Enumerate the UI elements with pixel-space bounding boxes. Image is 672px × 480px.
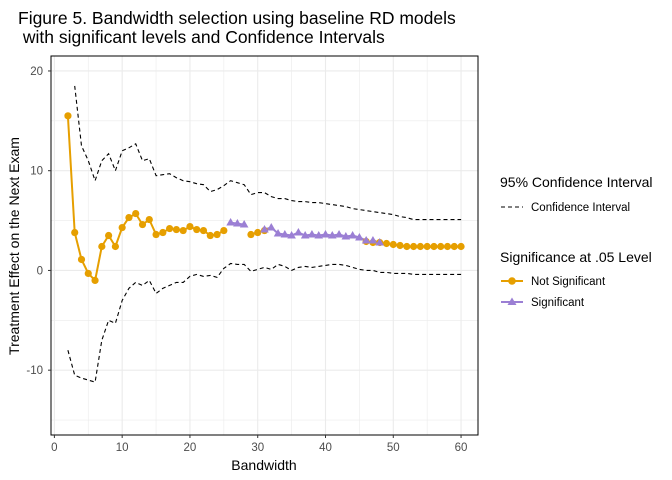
- significant-point: [314, 231, 324, 239]
- not-significant-point: [77, 255, 86, 264]
- not-significant-point: [125, 213, 133, 222]
- not-significant-point: [206, 231, 214, 240]
- significant-point: [341, 232, 351, 240]
- not-significant-point: [423, 242, 431, 251]
- not-significant-point: [213, 230, 221, 239]
- y-tick-label: -10: [26, 365, 43, 377]
- x-tick-label: 30: [251, 442, 264, 454]
- significant-point: [334, 230, 344, 238]
- y-tick-label: 0: [37, 265, 43, 277]
- not-significant-point: [247, 230, 255, 239]
- not-significant-point: [84, 269, 92, 278]
- legend-sig-label: Significant: [531, 297, 585, 309]
- not-significant-point: [382, 239, 391, 248]
- x-tick-label: 0: [51, 442, 57, 454]
- significant-point: [348, 231, 357, 239]
- not-significant-point: [132, 209, 140, 218]
- legend: 95% Confidence Interval Confidence Inter…: [500, 174, 653, 309]
- not-significant-point: [159, 228, 167, 237]
- ci-lower-line: [67, 262, 462, 383]
- chart-title-line2: with significant levels and Confidence I…: [18, 27, 385, 47]
- not-significant-point: [403, 242, 411, 251]
- significant-point: [355, 233, 364, 241]
- not-significant-point: [254, 228, 262, 237]
- significant-point: [327, 231, 337, 239]
- ci-upper-line: [74, 85, 462, 221]
- significant-line: [264, 226, 367, 242]
- significant-point: [260, 225, 269, 233]
- y-tick-label: 20: [30, 66, 43, 78]
- not-significant-point: [410, 242, 418, 251]
- significant-point: [239, 220, 249, 228]
- not-significant-point: [166, 224, 174, 233]
- legend-ci-title: 95% Confidence Interval: [500, 174, 653, 190]
- not-significant-point: [179, 226, 187, 235]
- not-significant-point: [98, 242, 106, 251]
- not-significant-point: [430, 242, 438, 251]
- x-tick-label: 20: [184, 442, 197, 454]
- not-significant-point: [172, 225, 180, 234]
- significant-point: [321, 230, 330, 238]
- legend-not-sig-key-marker: [508, 277, 516, 285]
- y-tick-label: 10: [30, 166, 43, 178]
- x-tick-label: 40: [319, 442, 332, 454]
- not-significant-line: [66, 115, 225, 283]
- x-tick-label: 50: [387, 442, 400, 454]
- not-significant-point: [105, 231, 113, 240]
- legend-ci-label: Confidence Interval: [531, 202, 630, 214]
- significant-point: [273, 229, 283, 237]
- significant-point: [307, 230, 317, 238]
- not-significant-point: [118, 223, 126, 232]
- plot-border: [50, 55, 479, 436]
- not-significant-point: [64, 112, 72, 120]
- legend-not-sig-label: Not Significant: [531, 276, 606, 288]
- not-significant-point: [416, 242, 424, 251]
- not-significant-point: [111, 242, 119, 251]
- not-significant-point: [71, 228, 79, 237]
- not-significant-point: [396, 241, 404, 250]
- legend-sig-key-marker: [507, 297, 517, 305]
- not-significant-point: [193, 225, 201, 234]
- legend-sig-title: Significance at .05 Level: [500, 249, 652, 265]
- not-significant-point: [199, 226, 208, 235]
- x-axis-label: Bandwidth: [231, 457, 296, 473]
- not-significant-point: [138, 220, 147, 229]
- significant-point: [368, 236, 378, 244]
- not-significant-point: [389, 240, 397, 249]
- significant-point: [294, 228, 303, 236]
- y-axis-label: Treatment Effect on the Next Exam: [6, 137, 22, 355]
- not-significant-point: [220, 226, 228, 235]
- significant-point: [375, 238, 385, 246]
- plot-area: [51, 56, 478, 435]
- significant-point: [300, 231, 310, 239]
- not-significant-point: [457, 242, 465, 251]
- axes: 0 10 20 30 40 50 60 -10 0 10 20: [26, 55, 479, 454]
- significant-point: [287, 231, 296, 239]
- x-tick-label: 10: [116, 442, 129, 454]
- significant-point: [280, 230, 290, 238]
- not-significant-point: [443, 242, 452, 251]
- significant-point: [226, 218, 235, 226]
- not-significant-point: [91, 276, 99, 285]
- significant-point: [233, 219, 242, 227]
- not-significant-point: [145, 215, 153, 224]
- significant-point: [361, 236, 371, 244]
- not-significant-point: [186, 222, 194, 231]
- chart-title-line1: Figure 5. Bandwidth selection using base…: [18, 8, 456, 28]
- not-significant-point: [152, 230, 160, 239]
- significant-point: [266, 223, 276, 231]
- not-significant-point: [437, 242, 445, 251]
- x-tick-label: 60: [455, 442, 468, 454]
- not-significant-point: [450, 242, 458, 251]
